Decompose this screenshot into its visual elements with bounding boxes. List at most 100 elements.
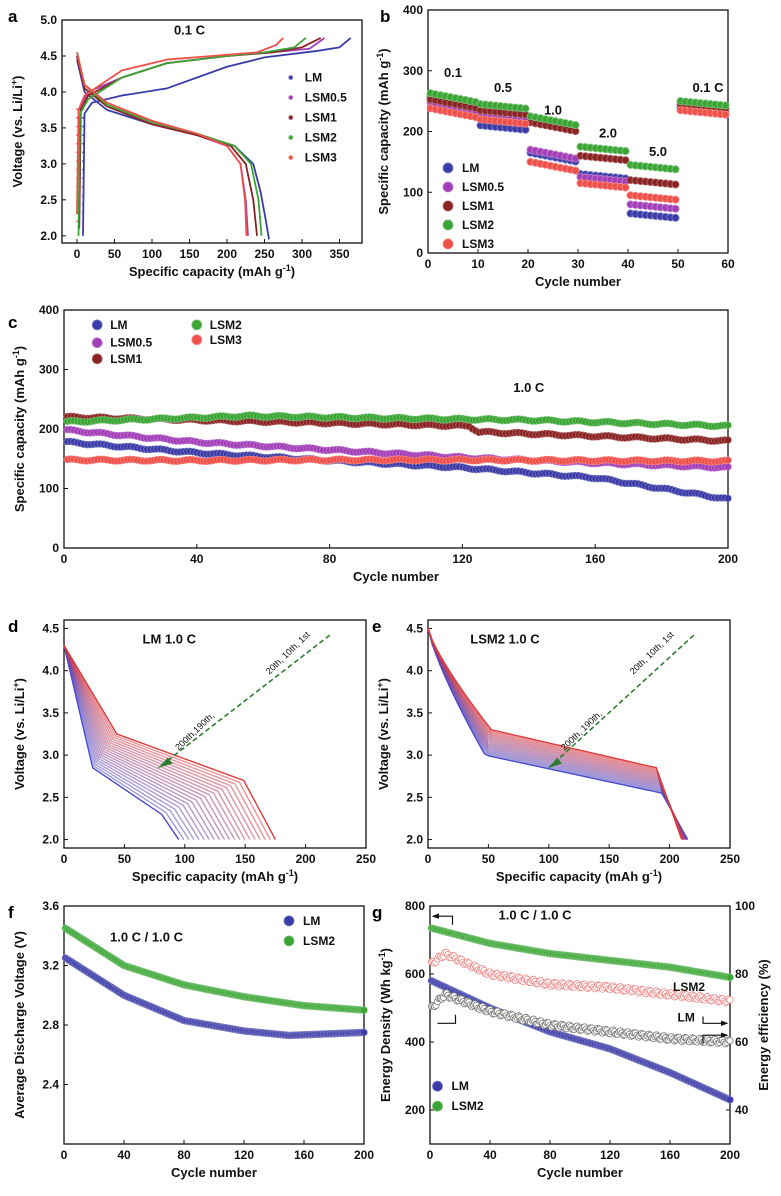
plot-frame <box>61 19 363 244</box>
y-tick-label: 3.2 <box>42 959 59 973</box>
x-tick-label: 250 <box>356 852 376 866</box>
x-axis-title: Cycle number <box>535 274 621 289</box>
discharge-curve <box>63 645 256 840</box>
x-tick-label: 200 <box>720 1148 740 1162</box>
legend-label: LSM3 <box>462 237 494 251</box>
data-point <box>621 183 630 192</box>
y-tick-label: 200 <box>39 422 59 436</box>
x-tick-label: 350 <box>329 247 349 261</box>
trend-arrow-line <box>548 634 695 769</box>
panel-label: a <box>8 7 18 26</box>
rate-label: 1.0 <box>544 102 562 117</box>
x-tick-label: 150 <box>179 247 199 261</box>
x-tick-label: 10 <box>471 257 485 271</box>
y-tick-label: 2.5 <box>42 790 59 804</box>
legend-marker <box>283 935 295 947</box>
data-point <box>571 121 580 130</box>
legend-marker <box>442 219 454 231</box>
data-point <box>76 168 78 171</box>
legend-marker <box>432 1100 443 1112</box>
discharge-curve <box>427 628 683 840</box>
discharge-curve <box>63 644 271 840</box>
data-point <box>76 151 78 154</box>
y-tick-label: 2.5 <box>40 193 57 207</box>
axis-pointer-left <box>434 915 454 925</box>
data-point <box>726 973 734 982</box>
legend-label: LSM0.5 <box>110 336 152 350</box>
x-tick-label: 100 <box>142 247 162 261</box>
plot-frame <box>429 905 731 1145</box>
y-tick-label: 3.5 <box>40 121 57 135</box>
data-point <box>76 185 78 188</box>
x-tick-label: 0 <box>61 852 68 866</box>
legend-marker <box>442 200 454 212</box>
arrow-label: 20th, 10th, 1st <box>264 629 312 676</box>
legend-marker <box>288 135 294 140</box>
y-tick-label: 2.0 <box>406 833 423 847</box>
legend-label: LSM3 <box>305 151 337 165</box>
arrow-label: 200th,190th, <box>173 710 216 752</box>
y-tick-label: 4.5 <box>406 621 423 635</box>
arrow-label: 200th, 190th, <box>559 709 604 753</box>
data-point <box>724 436 732 444</box>
x-tick-label: 0 <box>425 257 432 271</box>
x-tick-label: 50 <box>671 257 685 271</box>
data-point <box>76 116 78 119</box>
charge-curve <box>76 37 284 215</box>
data-point <box>76 211 78 214</box>
rate-annotation: 1.0 C / 1.0 C <box>499 908 573 923</box>
legend-label: LM <box>110 318 127 332</box>
panel-a: a 0 50 100 150 200 250 300 350 2.0 2.5 3.0 3.5 4.0 4.5… <box>8 7 363 279</box>
discharge-curve <box>427 628 686 840</box>
discharge-curve <box>63 645 195 840</box>
axis-pointer-right-head <box>721 1020 729 1027</box>
y-tick-label: 2.8 <box>42 1018 59 1032</box>
y-tick-label: 0 <box>52 541 59 555</box>
data-point <box>671 180 680 189</box>
legend-label: LM <box>452 1079 469 1093</box>
y-tick-label: 400 <box>405 1035 425 1049</box>
x-tick-label: 50 <box>108 247 122 261</box>
curve-label: LM <box>678 1011 695 1025</box>
panel-c: c 0 40 80 120 160 200 0 100 200 300 400 Cycle number… <box>8 303 738 584</box>
y2-tick-label: 60 <box>735 1035 749 1049</box>
x-tick-label: 0 <box>425 852 432 866</box>
discharge-curve <box>63 645 180 840</box>
panel-e: e 0 50 100 150 200 250 2.0 2.5 3.0 3.5 4.0 4.5 Specif… <box>372 617 740 884</box>
discharge-curve <box>63 645 236 840</box>
x-tick-label: 120 <box>600 1148 620 1162</box>
data-point <box>82 160 84 162</box>
panel-d: d 0 50 100 150 200 250 2.0 2.5 3.0 3.5 4.0 4.5 Specif… <box>8 617 376 884</box>
legend-marker <box>432 1080 443 1092</box>
panel-annotation: LM 1.0 C <box>143 632 197 647</box>
legend-label: LSM2 <box>452 1099 484 1113</box>
panel-label: b <box>380 7 390 26</box>
x-tick-label: 200 <box>718 552 738 566</box>
discharge-curve <box>427 628 683 840</box>
x-tick-label: 150 <box>599 852 619 866</box>
rate-label: 2.0 <box>599 126 617 141</box>
plot-frame <box>427 619 731 849</box>
data-point <box>77 211 80 214</box>
panel-label: f <box>8 903 14 922</box>
legend-label: LSM2 <box>305 131 337 145</box>
data-point <box>360 1028 368 1037</box>
data-point <box>76 203 78 206</box>
discharge-curve <box>63 645 210 840</box>
x-tick-label: 160 <box>294 1148 314 1162</box>
data-point <box>671 195 680 204</box>
x-tick-label: 0 <box>74 247 81 261</box>
x-tick-label: 160 <box>660 1148 680 1162</box>
discharge-curve <box>63 645 246 840</box>
y-axis-title: Voltage (vs. Li/Li+) <box>11 678 27 790</box>
discharge-curve <box>427 628 684 840</box>
discharge-curve <box>427 628 684 840</box>
legend-marker <box>288 115 294 120</box>
x-tick-label: 100 <box>539 852 559 866</box>
discharge-curve <box>427 628 683 840</box>
data-point <box>76 134 78 136</box>
legend-marker <box>191 334 203 346</box>
discharge-curve <box>63 645 221 840</box>
data-point <box>82 134 84 136</box>
x-tick-label: 250 <box>720 852 740 866</box>
